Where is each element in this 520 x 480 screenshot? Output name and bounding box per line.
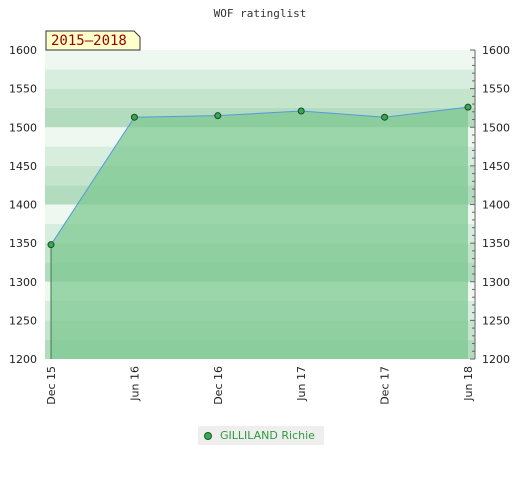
band [45, 88, 475, 108]
y-tick-label-left: 1200 [9, 353, 37, 366]
x-tick-label: Dec 16 [212, 366, 225, 405]
data-point [130, 113, 138, 121]
data-point [464, 103, 472, 111]
data-point [47, 241, 55, 249]
y-tick-label-left: 1250 [9, 314, 37, 327]
x-tick-label: Jun 16 [128, 366, 141, 402]
band [45, 50, 475, 70]
period-badge-text: 2015–2018 [51, 33, 127, 49]
x-tick-label: Dec 15 [45, 366, 58, 405]
chart-title: WOF ratinglist [214, 7, 307, 20]
series-area [51, 107, 468, 359]
legend: GILLILAND Richie [198, 426, 324, 445]
y-tick-label-left: 1550 [9, 83, 37, 96]
x-axis: Dec 15 Jun 16 Dec 16 Jun 17 Dec 17 Jun 18 [45, 366, 475, 405]
y-tick-label-right: 1450 [482, 160, 510, 173]
y-tick-label-left: 1400 [9, 199, 37, 212]
right-y-axis: 1200 1250 1300 1350 1400 1450 1500 1550 1600 [470, 44, 510, 366]
period-badge: 2015–2018 [45, 30, 141, 51]
left-y-axis: 1200 1250 1300 1350 1400 1450 1500 1550 1600 [9, 44, 37, 366]
y-tick-label-left: 1600 [9, 44, 37, 57]
legend-marker-icon [204, 431, 212, 440]
data-point [381, 113, 389, 121]
y-tick-label-left: 1500 [9, 121, 37, 134]
y-tick-label-left: 1300 [9, 276, 37, 289]
x-tick-label: Jun 17 [295, 366, 308, 402]
y-tick-label-right: 1200 [482, 353, 510, 366]
data-point [297, 107, 305, 115]
data-point [214, 112, 222, 120]
series-markers [47, 103, 472, 249]
y-tick-label-right: 1400 [482, 199, 510, 212]
area-layer [50, 106, 469, 359]
y-tick-label-left: 1350 [9, 237, 37, 250]
y-tick-label-right: 1500 [482, 121, 510, 134]
y-tick-label-right: 1350 [482, 237, 510, 250]
y-tick-label-left: 1450 [9, 160, 37, 173]
x-tick-label: Jun 18 [462, 366, 475, 402]
series-line [50, 106, 469, 245]
y-tick-label-right: 1300 [482, 276, 510, 289]
x-tick-label: Dec 17 [379, 366, 392, 405]
legend-label: GILLILAND Richie [220, 429, 315, 442]
y-tick-label-right: 1250 [482, 314, 510, 327]
band [45, 69, 475, 89]
y-tick-label-right: 1600 [482, 44, 510, 57]
y-tick-label-right: 1550 [482, 83, 510, 96]
